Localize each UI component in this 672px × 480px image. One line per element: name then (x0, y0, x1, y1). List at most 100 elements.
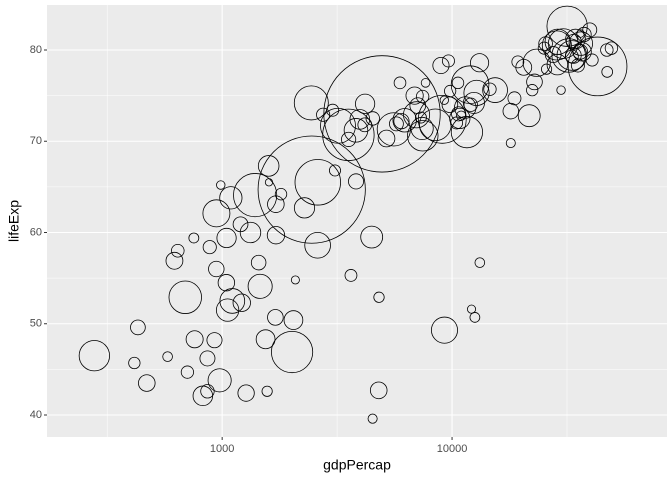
bubble (199, 350, 216, 367)
bubble (365, 111, 380, 126)
y-tick-label: 60 (30, 226, 42, 238)
bubble (369, 381, 388, 400)
y-axis-title: lifeExp (6, 200, 22, 242)
bubble (420, 78, 431, 88)
bubble (432, 56, 450, 75)
bubble (450, 116, 483, 149)
bubble (349, 109, 371, 130)
bubble (601, 66, 614, 78)
bubble (389, 116, 404, 132)
y-tick-label: 80 (30, 44, 42, 56)
bubble (215, 298, 240, 322)
bubble (454, 96, 477, 119)
bubble (344, 269, 358, 282)
bubble (202, 199, 231, 228)
bubble (456, 110, 467, 121)
bubble (451, 76, 465, 90)
bubble (170, 243, 185, 258)
bubble (329, 164, 341, 177)
x-axis-title: gdpPercap (323, 457, 391, 473)
bubble (217, 274, 236, 292)
bubble (162, 351, 173, 362)
bubble (419, 108, 452, 142)
bubble (405, 86, 424, 105)
bubble (290, 275, 300, 285)
bubble (360, 225, 384, 249)
bubble (355, 93, 376, 114)
bubble (556, 40, 588, 71)
bubble (407, 120, 439, 152)
bubble (264, 178, 274, 187)
bubble (376, 112, 411, 147)
bubble (216, 227, 237, 249)
bubble (257, 135, 366, 244)
y-tick-label: 70 (30, 135, 42, 147)
bubble (239, 221, 262, 244)
bubble (410, 116, 434, 141)
bubble (208, 260, 225, 278)
bubble (78, 340, 110, 372)
bubble (232, 216, 249, 233)
bubble (467, 304, 477, 314)
bubble (200, 384, 215, 399)
bubble (463, 79, 490, 106)
bubble (541, 63, 553, 75)
y-tick-label: 40 (30, 409, 42, 421)
bubble (377, 129, 396, 148)
bubble (326, 103, 340, 117)
bubble (206, 332, 223, 349)
bubble (474, 257, 486, 268)
bubble (572, 42, 592, 62)
bubble (271, 330, 314, 374)
bubble (261, 385, 273, 397)
bubble (267, 309, 284, 326)
bubble (441, 96, 459, 113)
bubble (522, 48, 551, 77)
bubble (482, 77, 508, 103)
bubble (293, 197, 316, 219)
bubble (582, 22, 598, 38)
bubble (517, 104, 541, 128)
bubble (403, 101, 431, 129)
bubble (274, 188, 288, 201)
bubble (470, 53, 490, 73)
bubble (600, 43, 614, 57)
bubble (219, 186, 243, 210)
bubble (130, 319, 146, 336)
y-tick-label: 50 (30, 318, 42, 330)
bubble (250, 254, 267, 271)
bubble (373, 291, 385, 303)
x-tick-label: 10000 (437, 443, 468, 455)
bubble (128, 356, 141, 370)
bubble (255, 329, 276, 350)
bubble (202, 240, 217, 255)
bubble (357, 117, 373, 133)
bubble (165, 251, 184, 270)
bubble (343, 118, 369, 143)
bubble (409, 97, 427, 114)
bubble (568, 31, 594, 56)
bubble (266, 226, 286, 245)
panel (47, 5, 667, 437)
bubble (567, 36, 628, 97)
bubble (439, 95, 449, 105)
bubble (341, 131, 357, 147)
bubble (233, 173, 278, 218)
bubble (417, 94, 467, 144)
bubble (576, 26, 592, 43)
bubble (526, 84, 539, 97)
bubble (216, 180, 226, 190)
bubble (168, 280, 202, 314)
x-tick-label: 1000 (210, 443, 234, 455)
bubble (188, 232, 200, 244)
bubble (207, 368, 232, 393)
bubble (541, 30, 572, 61)
bubble (367, 413, 378, 424)
bubble (323, 55, 441, 173)
bubble (294, 159, 341, 206)
bubble (219, 288, 246, 314)
bubble (505, 138, 516, 149)
bubble (247, 273, 273, 299)
bubble (556, 85, 566, 95)
